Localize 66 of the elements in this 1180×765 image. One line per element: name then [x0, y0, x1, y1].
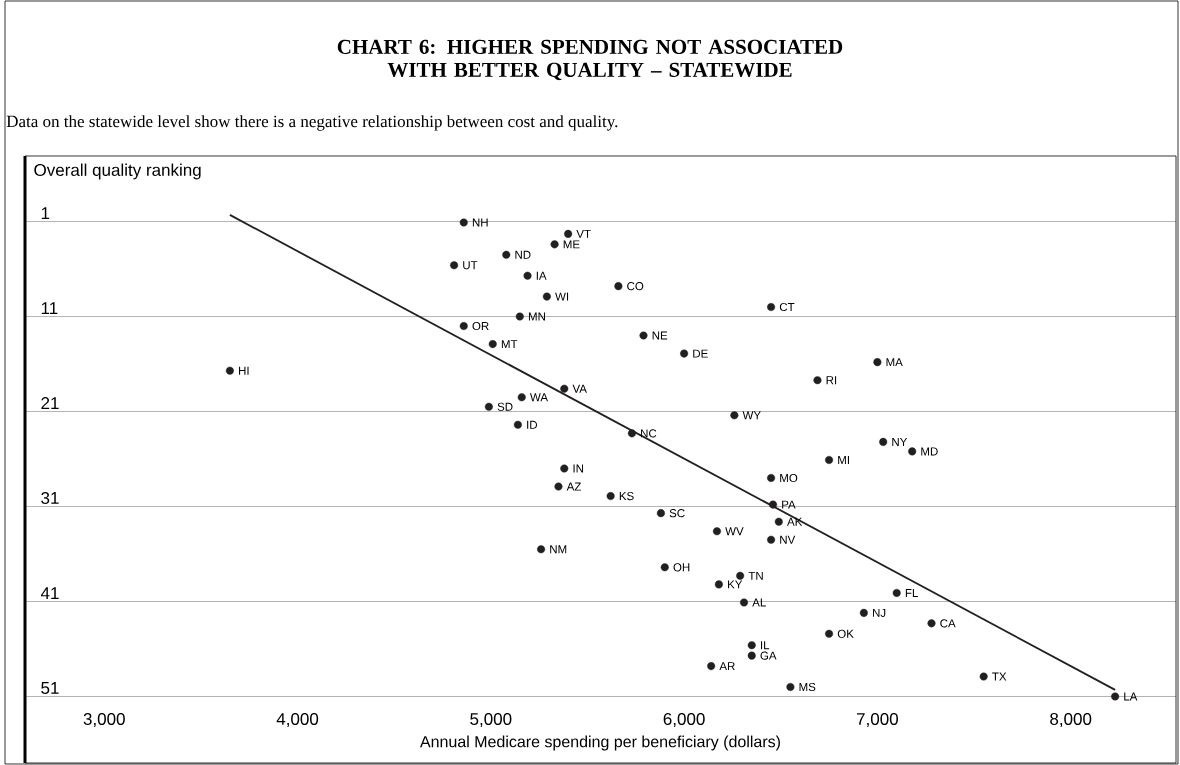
annotation: OK	[837, 629, 854, 638]
annotation: AR	[719, 662, 735, 671]
annotation: MT	[501, 340, 518, 349]
annotation: NH	[472, 218, 488, 227]
x-tick-label: 3,000	[83, 712, 125, 728]
y-axis-title: Overall quality ranking	[34, 163, 201, 180]
annotation: CA	[940, 619, 956, 628]
y-tick-label: 31	[41, 491, 59, 504]
annotation: VT	[576, 229, 591, 238]
annotation: ND	[515, 250, 531, 259]
x-tick-label: 4,000	[276, 712, 319, 728]
annotation: ID	[527, 420, 538, 429]
annotation: GA	[760, 651, 777, 660]
x-tick-label: 8,000	[1050, 712, 1092, 728]
annotation: SC	[669, 509, 685, 518]
annotation: MD	[921, 447, 938, 456]
annotation: IL	[761, 641, 770, 650]
annotation: HI	[239, 366, 249, 375]
annotation: KS	[619, 491, 634, 501]
annotation: DE	[693, 349, 708, 358]
annotation: VA	[572, 384, 587, 393]
annotation: FL	[905, 589, 918, 597]
annotation: MO	[780, 473, 798, 483]
annotation: PA	[782, 500, 796, 509]
annotation: AZ	[566, 482, 582, 491]
y-tick-label: 41	[40, 587, 59, 599]
annotation: IN	[573, 464, 584, 473]
x-tick-label: 6,000	[663, 712, 705, 728]
annotation: OH	[673, 563, 690, 572]
y-tick-label: 21	[41, 397, 59, 409]
annotation: TX	[992, 672, 1007, 681]
y-tick-label: 11	[41, 302, 58, 314]
annotation: TN	[748, 571, 763, 580]
annotation: MA	[886, 358, 903, 367]
x-tick-label: 5,000	[470, 712, 512, 728]
annotation: WI	[555, 292, 569, 301]
annotation: NY	[892, 437, 908, 446]
annotation: UT	[463, 261, 478, 270]
chart-subtitle: Data on the statewide level show there is a negative relationship between cost and quality.	[6, 115, 618, 131]
annotation: CT	[779, 302, 795, 312]
annotation: OR	[472, 321, 489, 331]
annotation: WY	[742, 411, 761, 420]
annotation: RI	[826, 376, 837, 385]
annotation: IA	[536, 271, 547, 280]
annotation: SD	[497, 402, 513, 411]
annotation: MS	[799, 682, 816, 692]
annotation: MI	[838, 456, 849, 464]
annotation: NJ	[873, 608, 886, 617]
x-axis-title: Annual Medicare spending per beneficiary (dollars)	[420, 735, 780, 751]
annotation: WA	[529, 393, 549, 402]
annotation: KY	[728, 580, 743, 589]
annotation: NC	[641, 429, 657, 438]
y-tick-label: 51	[41, 682, 59, 694]
annotation: AL	[752, 598, 766, 607]
annotation: MN	[528, 312, 545, 321]
annotation: LA	[1124, 692, 1138, 701]
y-tick-label: 1	[41, 207, 50, 220]
annotation: AK	[787, 517, 803, 526]
x-tick-label: 7,000	[856, 712, 898, 728]
chart-title: CHART 6: HIGHER SPENDING NOT ASSOCIATED WITH BETTER QUALITY – STATEWIDE	[337, 39, 843, 81]
annotation: WV	[725, 527, 744, 536]
annotation: NE	[652, 331, 668, 340]
annotation: NV	[780, 535, 796, 544]
annotation: CO	[627, 282, 644, 291]
annotation: NM	[550, 545, 567, 554]
annotation: ME	[563, 240, 580, 249]
